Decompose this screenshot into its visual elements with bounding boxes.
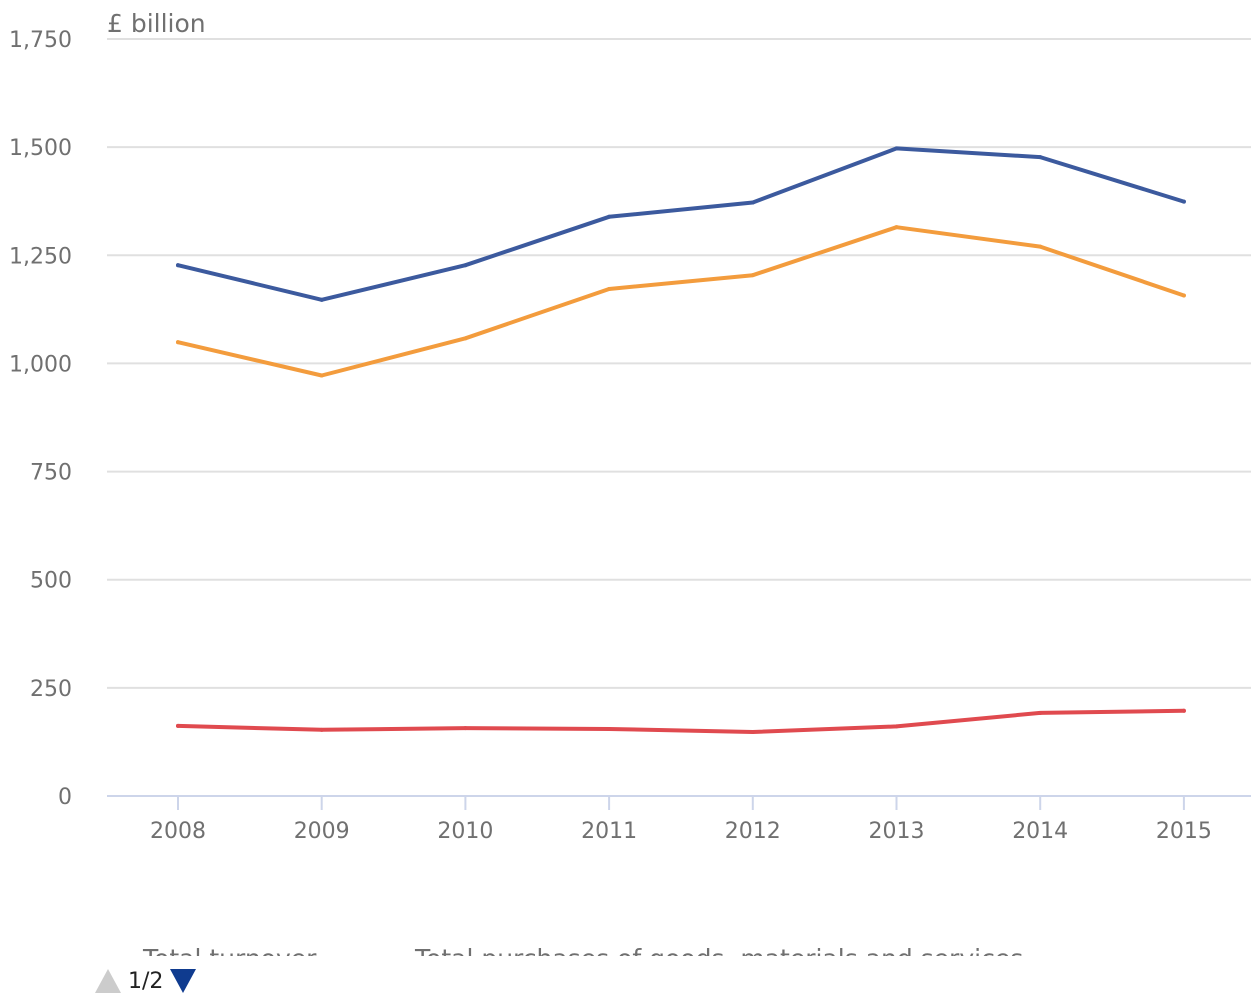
y-tick-label: 0: [58, 785, 72, 810]
data-point: [463, 726, 467, 730]
data-point: [176, 724, 180, 728]
y-unit-label: £ billion: [107, 9, 206, 38]
y-tick-label: 250: [30, 677, 72, 702]
pager-up-arrow-icon[interactable]: [95, 969, 121, 993]
data-point: [1038, 245, 1042, 249]
data-point: [895, 724, 899, 728]
data-point: [176, 340, 180, 344]
data-point: [1038, 711, 1042, 715]
data-point: [751, 201, 755, 205]
gridlines: [107, 39, 1251, 688]
y-tick-label: 500: [30, 569, 72, 594]
series-line-1: [178, 227, 1184, 375]
data-point: [1182, 294, 1186, 298]
x-tick-label: 2010: [437, 819, 493, 844]
y-tick-label: 750: [30, 461, 72, 486]
x-tick-label: 2014: [1012, 819, 1068, 844]
data-point: [751, 730, 755, 734]
x-tick-label: 2013: [869, 819, 925, 844]
data-point: [751, 273, 755, 277]
data-point: [607, 727, 611, 731]
legend-label-total-purchases: Total purchases of goods, materials and …: [415, 944, 1023, 956]
series-line-2: [178, 711, 1184, 732]
data-point: [607, 215, 611, 219]
data-point: [1038, 155, 1042, 159]
pager-down-arrow-icon[interactable]: [170, 969, 196, 993]
y-tick-label: 1,250: [9, 244, 72, 269]
data-point: [1182, 709, 1186, 713]
data-point: [320, 374, 324, 378]
x-axis-ticks: 2008 2009 2010 2011 2012 2013 2014 2015: [150, 796, 1212, 844]
pager-page-indicator: 1/2: [128, 969, 163, 994]
x-tick-label: 2012: [725, 819, 781, 844]
data-point: [1182, 200, 1186, 204]
x-tick-label: 2015: [1156, 819, 1212, 844]
series-lines: [176, 146, 1186, 734]
data-point: [463, 263, 467, 267]
y-tick-label: 1,000: [9, 352, 72, 377]
legend-pager: 1/2: [95, 966, 196, 996]
data-point: [895, 146, 899, 150]
legend-item-total-purchases[interactable]: Total purchases of goods, materials and …: [367, 932, 1023, 956]
legend: Total turnover Total purchases of goods,…: [95, 932, 1195, 956]
data-point: [176, 263, 180, 267]
legend-label-total-turnover: Total turnover: [143, 944, 316, 956]
data-point: [607, 287, 611, 291]
x-tick-label: 2011: [581, 819, 637, 844]
data-point: [895, 225, 899, 229]
y-axis-ticks: 0 250 500 750 1,000 1,250 1,500 1,750: [9, 28, 72, 810]
y-tick-label: 1,750: [9, 28, 72, 53]
x-tick-label: 2009: [294, 819, 350, 844]
x-tick-label: 2008: [150, 819, 206, 844]
data-point: [463, 336, 467, 340]
data-point: [320, 728, 324, 732]
series-line-0: [178, 148, 1184, 299]
data-point: [320, 298, 324, 302]
legend-item-total-turnover[interactable]: Total turnover: [95, 932, 316, 956]
y-tick-label: 1,500: [9, 136, 72, 161]
